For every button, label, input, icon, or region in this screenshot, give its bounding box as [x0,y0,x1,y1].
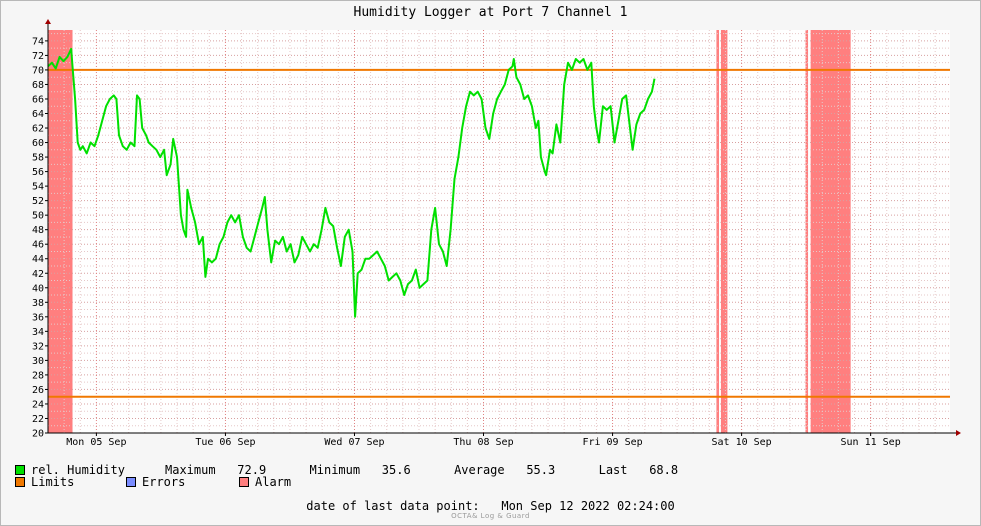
alarm-band [810,30,851,433]
x-tick-label: Wed 07 Sep [324,437,384,448]
y-tick-label: 64 [32,109,44,120]
y-axis-arrow [45,19,51,24]
last-data-point-label: date of last data point: [306,499,480,513]
y-tick-label: 28 [32,370,44,381]
x-tick-label: Fri 09 Sep [582,437,642,448]
y-tick-label: 38 [32,298,44,309]
y-tick-label: 36 [32,312,44,323]
legend-row-1: rel. Humidity Maximum 72.9 Minimum 35.6 … [15,463,678,477]
y-tick-label: 44 [32,254,44,265]
y-tick-label: 68 [32,80,44,91]
stat-last-label: Last [598,463,628,477]
alarm-band [720,30,728,433]
y-tick-label: 48 [32,225,44,236]
stat-maximum-label: Maximum [165,463,216,477]
y-tick-label: 54 [32,182,44,193]
y-tick-label: 60 [32,138,44,149]
y-tick-label: 58 [32,153,44,164]
y-tick-label: 56 [32,167,44,178]
humidity-series-line [47,47,656,318]
x-tick-label: Thu 08 Sep [453,437,513,448]
brand-watermark: OCTA& Log & Guard [451,512,530,520]
x-tick-label: Mon 05 Sep [66,437,126,448]
alarm-band [805,30,809,433]
legend-alarm-swatch [239,477,249,487]
y-tick-label: 62 [32,124,44,135]
legend-limits-swatch [15,477,25,487]
y-tick-label: 34 [32,327,44,338]
legend-alarm-label: Alarm [255,475,292,489]
x-tick-label: Tue 06 Sep [195,437,255,448]
alarm-band [716,30,720,433]
y-tick-label: 30 [32,356,44,367]
legend-errors: Errors [126,475,239,489]
x-tick-label: Sun 11 Sep [841,437,901,448]
y-tick-label: 22 [32,414,44,425]
legend-errors-label: Errors [142,475,186,489]
y-tick-label: 26 [32,385,44,396]
legend-alarm: Alarm [239,475,291,489]
stat-minimum-value: 35.6 [381,463,411,477]
legend-humidity: rel. Humidity [15,463,165,477]
chart-title: Humidity Logger at Port 7 Channel 1 [353,5,628,20]
y-tick-label: 52 [32,196,44,207]
stat-last-value: 68.8 [649,463,679,477]
legend-limits: Limits [15,475,126,489]
legend-humidity-swatch [15,465,25,475]
alarm-band [48,30,73,433]
x-tick-label: Sat 10 Sep [711,437,771,448]
y-tick-label: 32 [32,341,44,352]
y-tick-label: 50 [32,211,44,222]
legend-limits-label: Limits [31,475,75,489]
last-data-point: date of last data point: Mon Sep 12 2022… [0,499,981,513]
y-tick-label: 40 [32,283,44,294]
y-tick-label: 46 [32,240,44,251]
y-tick-label: 20 [32,429,44,440]
y-tick-label: 66 [32,94,44,105]
stat-average-value: 55.3 [526,463,556,477]
legend-errors-swatch [126,477,136,487]
x-axis-arrow [956,430,961,436]
stat-average-label: Average [454,463,505,477]
y-tick-label: 42 [32,269,44,280]
legend-humidity-label: rel. Humidity [31,463,125,477]
y-tick-label: 74 [32,36,44,47]
y-tick-label: 70 [32,65,44,76]
stat-maximum-value: 72.9 [237,463,267,477]
stat-minimum-label: Minimum [309,463,361,477]
last-data-point-value: Mon Sep 12 2022 02:24:00 [501,499,675,513]
y-tick-label: 72 [32,51,44,62]
y-tick-label: 24 [32,399,44,410]
legend-row-2: Limits Errors Alarm [15,475,291,489]
